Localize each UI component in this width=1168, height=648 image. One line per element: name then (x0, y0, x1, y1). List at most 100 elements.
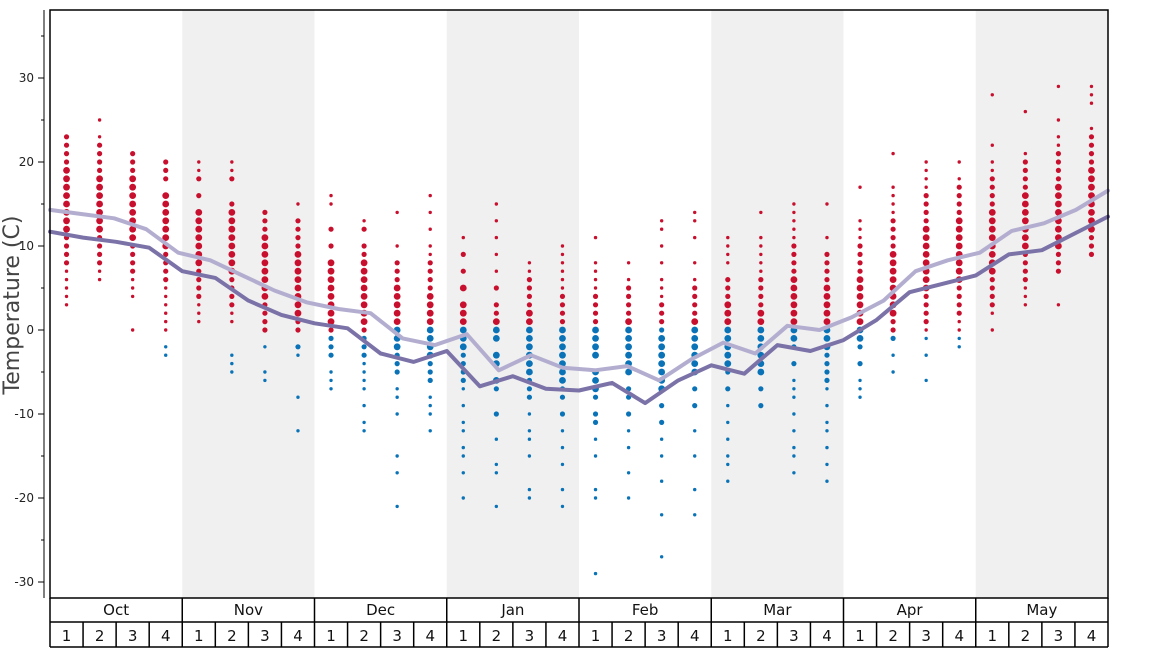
data-point (988, 209, 996, 216)
data-point (957, 177, 961, 181)
data-point (329, 370, 333, 374)
data-point (625, 326, 632, 334)
data-point (759, 244, 763, 248)
data-point (229, 302, 235, 308)
data-point (625, 285, 632, 291)
data-point (592, 394, 599, 400)
data-point (891, 202, 895, 206)
data-point (526, 368, 533, 376)
data-point (593, 269, 598, 273)
data-point (923, 193, 929, 199)
data-point (856, 276, 864, 283)
data-point (230, 361, 234, 366)
data-point (559, 293, 566, 299)
data-point (560, 462, 565, 467)
week-label: 2 (756, 627, 766, 645)
data-point (956, 285, 962, 291)
data-point (1056, 118, 1061, 122)
data-point (130, 260, 136, 266)
data-point (957, 319, 961, 324)
data-point (759, 210, 763, 215)
data-point (395, 387, 399, 391)
week-label: 3 (128, 627, 138, 645)
month-shade-jan (446, 10, 579, 598)
data-point (726, 252, 730, 257)
data-point (526, 335, 533, 342)
data-point (96, 151, 103, 157)
data-point (659, 319, 665, 325)
data-point (328, 243, 334, 249)
data-point (922, 234, 930, 242)
data-point (329, 202, 333, 206)
data-point (362, 420, 366, 425)
data-point (461, 235, 465, 240)
data-point (792, 210, 796, 215)
data-point (824, 361, 830, 367)
data-point (294, 267, 302, 275)
data-point (659, 302, 665, 308)
data-point (792, 378, 796, 383)
data-point (560, 429, 565, 433)
data-point (891, 370, 895, 374)
data-point (1088, 243, 1095, 249)
data-point (327, 309, 335, 317)
data-point (163, 167, 169, 173)
week-label: 3 (260, 627, 270, 645)
data-point (163, 176, 169, 182)
data-point (891, 151, 895, 156)
data-point (96, 225, 103, 233)
data-point (1088, 167, 1095, 174)
data-point (858, 387, 862, 391)
data-point (1023, 286, 1028, 290)
data-point (923, 319, 929, 325)
data-point (824, 352, 830, 358)
data-point (625, 368, 632, 376)
data-point (164, 353, 168, 357)
data-point (96, 175, 103, 183)
data-point (790, 309, 798, 317)
data-point (559, 351, 566, 359)
data-point (130, 328, 135, 332)
data-point (955, 259, 963, 267)
data-point (988, 267, 996, 275)
data-point (492, 326, 500, 334)
data-point (459, 309, 467, 317)
data-point (725, 386, 731, 392)
data-point (461, 454, 465, 458)
data-point (625, 310, 632, 316)
data-point (791, 251, 797, 257)
data-point (559, 368, 566, 376)
lines-layer (48, 188, 1110, 406)
data-point (426, 318, 434, 325)
data-point (1055, 167, 1062, 173)
y-axis-label: Temperature (C) (0, 216, 25, 396)
data-point (96, 183, 103, 191)
data-point (1089, 93, 1094, 97)
data-point (560, 244, 565, 248)
data-point (327, 259, 335, 267)
data-point (955, 217, 963, 225)
data-point (659, 219, 664, 223)
week-label: 4 (822, 627, 832, 645)
data-point (891, 193, 895, 198)
data-point (428, 412, 432, 416)
data-point (426, 301, 434, 309)
month-shade-mar (711, 10, 844, 598)
data-point (824, 260, 830, 266)
data-point (957, 336, 961, 341)
data-point (956, 302, 962, 308)
data-point (362, 219, 366, 223)
data-point (990, 311, 994, 315)
data-point (526, 293, 533, 299)
data-point (1088, 235, 1095, 241)
data-point (1056, 84, 1061, 89)
data-point (692, 293, 698, 299)
data-point (956, 310, 962, 316)
data-point (792, 227, 796, 231)
data-point (63, 134, 70, 140)
month-label-dec: Dec (366, 601, 395, 619)
data-point (1055, 192, 1062, 200)
data-point (593, 496, 598, 500)
data-point (97, 269, 102, 273)
